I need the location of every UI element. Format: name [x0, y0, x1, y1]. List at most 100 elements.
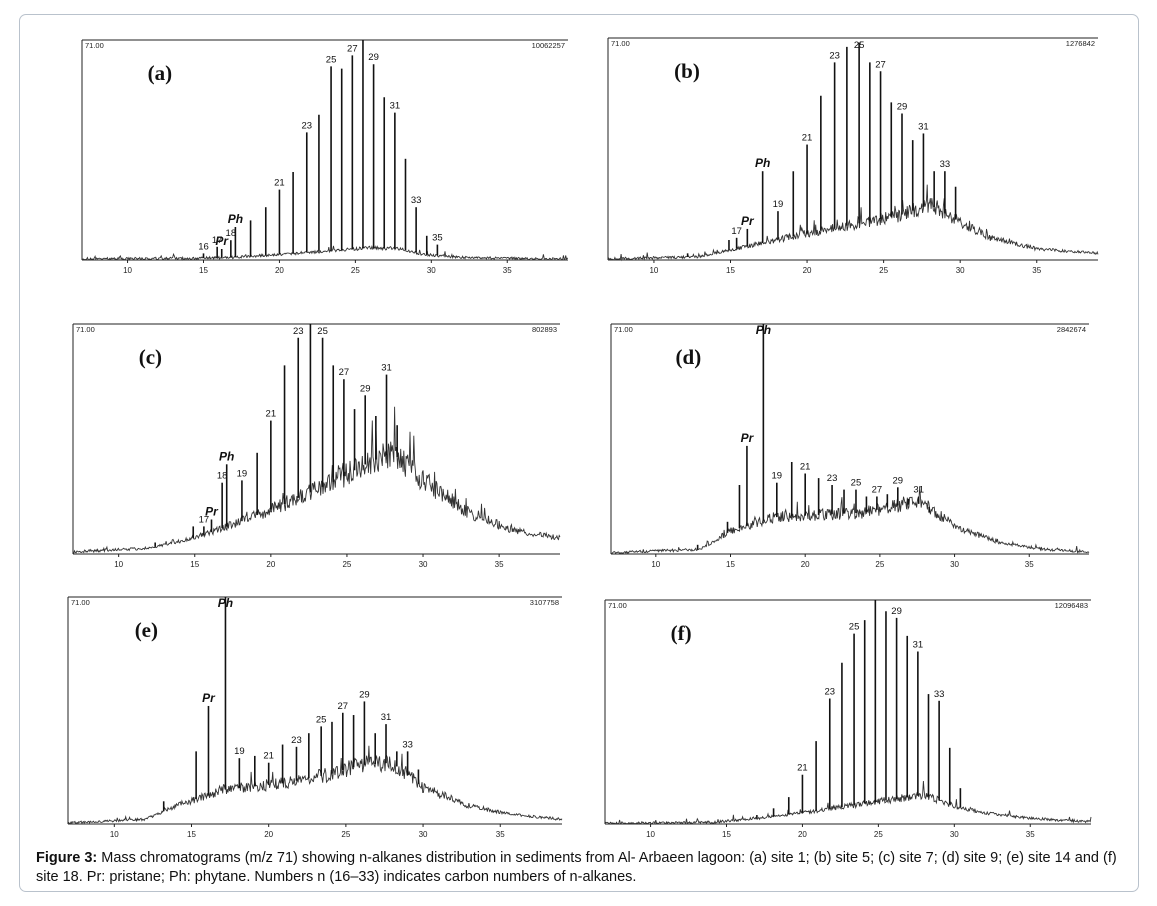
peak-label-d-7: 21: [800, 462, 811, 473]
x-tick-label: 10: [114, 560, 123, 569]
top-right-readout: 12096483: [1055, 601, 1088, 610]
x-tick-label: 30: [427, 266, 436, 275]
peak-label-f-15: 33: [934, 689, 945, 700]
x-tick-label: 25: [351, 266, 360, 275]
top-left-readout: 71.00: [611, 39, 630, 48]
x-tick-label: 15: [722, 830, 731, 839]
x-tick-label: 25: [874, 830, 883, 839]
peak-label-b-7: 21: [802, 133, 813, 144]
peak-label-d-13: 27: [872, 485, 883, 496]
chromatogram-trace: [607, 184, 1099, 262]
x-tick-label: 25: [875, 560, 884, 569]
peak-label-b-3: Pr: [741, 214, 755, 228]
peak-label-a-1: 17: [212, 235, 223, 246]
peak-label-a-0: 16: [198, 241, 209, 252]
peak-label-c-10: 23: [293, 326, 304, 337]
chromatogram-trace: [73, 406, 561, 554]
chromatogram-trace: [67, 745, 563, 825]
x-tick-label: 10: [646, 830, 655, 839]
peak-label-a-2: Pr: [215, 234, 229, 248]
peak-label-b-9: 23: [829, 50, 840, 61]
peak-label-d-11: 25: [851, 478, 862, 489]
peak-label-f-7: 25: [849, 622, 860, 633]
peak-label-a-15: 29: [368, 52, 379, 63]
peak-label-b-17: 31: [918, 121, 929, 132]
peak-label-a-19: 33: [411, 195, 422, 206]
peak-label-d-3: Pr: [741, 431, 755, 445]
x-tick-label: 15: [190, 560, 199, 569]
panel-label: (d): [676, 345, 702, 369]
peak-label-d-5: 19: [772, 471, 783, 482]
x-tick-label: 35: [1032, 266, 1041, 275]
x-tick-label: 35: [1026, 830, 1035, 839]
peak-label-e-6: 21: [263, 751, 274, 762]
x-tick-label: 20: [264, 830, 273, 839]
peak-label-c-6: 19: [237, 468, 248, 479]
x-tick-label: 25: [879, 266, 888, 275]
x-tick-label: 20: [275, 266, 284, 275]
peak-label-c-12: 25: [317, 326, 328, 337]
chromatogram-trace: [81, 244, 569, 261]
x-tick-label: 30: [956, 266, 965, 275]
peak-label-a-13: 27: [347, 43, 358, 54]
x-tick-label: 30: [950, 560, 959, 569]
x-tick-label: 10: [651, 560, 660, 569]
x-tick-label: 10: [110, 830, 119, 839]
peak-label-b-2: 17: [731, 226, 742, 237]
peak-label-e-3: Ph: [218, 596, 233, 610]
top-left-readout: 71.00: [85, 41, 104, 50]
x-tick-label: 35: [496, 830, 505, 839]
caption-text: Mass chromatograms (m/z 71) showing n-al…: [36, 850, 1117, 885]
peak-label-c-14: 27: [339, 367, 350, 378]
peak-label-e-14: 29: [359, 689, 370, 700]
x-tick-label: 20: [798, 830, 807, 839]
peak-label-f-13: 31: [913, 640, 924, 651]
peak-label-c-5: Ph: [219, 449, 234, 463]
x-tick-label: 20: [801, 560, 810, 569]
chromatogram-panel-d: 10 15 20 25 30 35 Pr Ph 19 21 23 25 27 29 31 (d) 71.00 28…: [610, 323, 1090, 569]
peak-label-b-19: 33: [940, 159, 951, 170]
peak-label-a-17: 31: [390, 101, 401, 112]
peak-label-e-16: 31: [381, 712, 392, 723]
top-right-readout: 2842674: [1057, 325, 1086, 334]
peak-label-a-7: 21: [274, 178, 285, 189]
peak-label-e-12: 27: [337, 701, 348, 712]
x-tick-label: 30: [419, 560, 428, 569]
peak-label-a-4: Ph: [228, 212, 243, 226]
panel-label: (b): [674, 59, 700, 83]
x-tick-label: 35: [1025, 560, 1034, 569]
peak-label-c-3: Pr: [205, 505, 219, 519]
top-left-readout: 71.00: [614, 325, 633, 334]
peak-label-d-17: 31: [913, 485, 924, 496]
peak-label-b-11: 25: [854, 40, 865, 51]
peak-label-f-3: 21: [797, 763, 808, 774]
x-tick-label: 15: [199, 266, 208, 275]
peak-label-f-5: 23: [824, 687, 835, 698]
figure-frame: [19, 14, 1139, 892]
peak-label-d-15: 29: [893, 475, 904, 486]
peak-label-e-2: Pr: [202, 691, 216, 705]
peak-label-b-15: 29: [897, 101, 908, 112]
x-tick-label: 10: [123, 266, 132, 275]
x-tick-label: 15: [187, 830, 196, 839]
x-tick-label: 30: [950, 830, 959, 839]
x-tick-label: 20: [266, 560, 275, 569]
peak-label-a-9: 23: [301, 120, 312, 131]
x-tick-label: 35: [503, 266, 512, 275]
panel-label: (c): [139, 345, 162, 369]
top-left-readout: 71.00: [76, 325, 95, 334]
top-right-readout: 3107758: [530, 598, 559, 607]
figure-caption: Figure 3: Mass chromatograms (m/z 71) sh…: [36, 849, 1128, 887]
x-tick-label: 35: [495, 560, 504, 569]
peak-label-b-5: 19: [773, 199, 784, 210]
top-right-readout: 10062257: [532, 41, 565, 50]
peak-label-e-18: 33: [402, 739, 413, 750]
top-left-readout: 71.00: [608, 601, 627, 610]
peak-label-b-13: 27: [875, 59, 886, 70]
peak-label-a-11: 25: [326, 54, 337, 65]
peak-label-c-2: 17: [199, 514, 210, 525]
chromatogram-panel-e: 10 15 20 25 30 35 Pr Ph 19 21 23 25 27 29 31 33 (e) 71.00…: [67, 596, 563, 839]
